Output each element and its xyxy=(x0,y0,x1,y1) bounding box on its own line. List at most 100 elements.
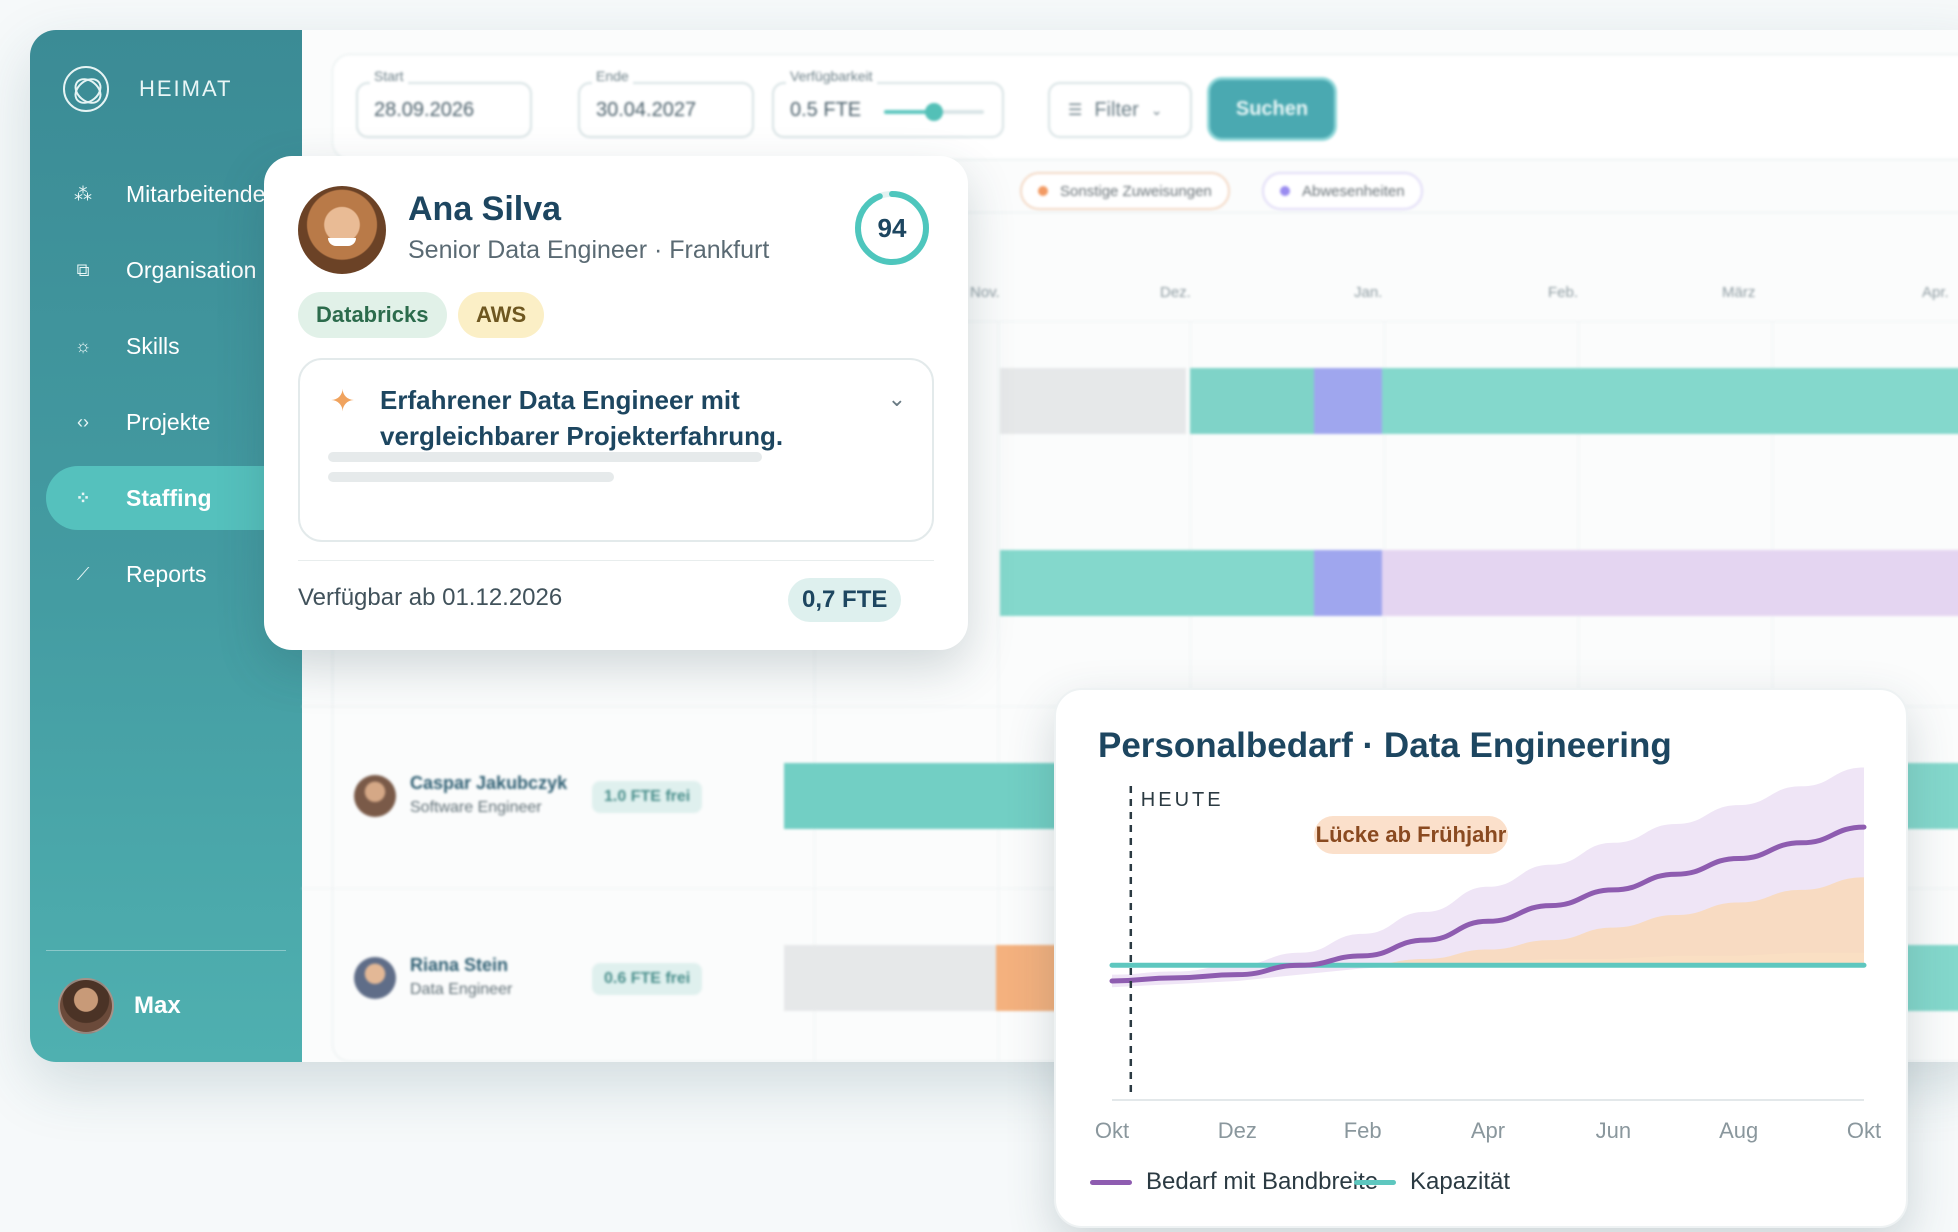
chevron-down-icon: ⌄ xyxy=(1150,101,1163,118)
sidebar-item-projekte[interactable]: ‹› Projekte xyxy=(46,390,346,454)
sparkle-icon: ✦ xyxy=(330,385,356,418)
staffing-icon: ⁘ xyxy=(75,487,91,508)
chip-label: Sonstige Zuweisungen xyxy=(1060,182,1212,200)
demand-line xyxy=(1109,824,1867,984)
sidebar-item-mitarbeitende[interactable]: ⁂ Mitarbeitende xyxy=(46,162,346,226)
avatar xyxy=(354,957,396,999)
today-marker-label: HEUTE xyxy=(1141,789,1224,811)
user-profile[interactable]: Max xyxy=(58,978,181,1034)
user-name: Max xyxy=(134,992,181,1019)
slider-fill xyxy=(884,110,934,114)
candidate-card[interactable]: Ana Silva Senior Data Engineer · Frankfu… xyxy=(264,156,968,650)
timeline-bar-unassigned[interactable] xyxy=(1000,368,1186,434)
filter-icon: ☰ xyxy=(1068,102,1083,119)
timeline-bar-absence[interactable] xyxy=(1314,368,1382,434)
sidebar-item-reports[interactable]: ⟋ Reports xyxy=(46,542,346,606)
person-name[interactable]: Riana Stein xyxy=(410,955,509,975)
start-date-label: Start xyxy=(370,68,408,84)
timeline-bar-project[interactable] xyxy=(1190,368,1314,434)
fte-badge: 0,7 FTE xyxy=(788,578,902,622)
sidebar-item-label: Reports xyxy=(126,560,207,587)
month-label: Jan. xyxy=(1354,284,1383,301)
month-label: März xyxy=(1722,284,1756,301)
person-name[interactable]: Caspar Jakubczyk xyxy=(410,773,568,793)
month-label: Nov. xyxy=(970,284,1000,301)
chart-title: Personalbedarf · Data Engineering xyxy=(1098,726,1672,765)
match-score: 94 xyxy=(877,212,907,243)
people-icon: ⁂ xyxy=(74,183,92,204)
logo[interactable]: HEIMAT xyxy=(63,66,232,112)
sun-icon: ☼ xyxy=(74,335,92,356)
legend-chip-assignments[interactable]: Sonstige Zuweisungen xyxy=(1020,172,1230,210)
end-date-label: Ende xyxy=(592,68,633,84)
sidebar-nav: ⁂ Mitarbeitende ⧉ Organisation ☼ Skills … xyxy=(46,162,346,618)
status-badge: 1.0 FTE frei xyxy=(592,781,703,813)
status-badge: 0.6 FTE frei xyxy=(592,963,703,995)
timeline-bar-absence[interactable] xyxy=(1314,550,1382,616)
availability-field[interactable]: Verfügbarkeit 0.5 FTE xyxy=(772,68,1004,138)
x-tick-label: Okt xyxy=(1847,1118,1881,1143)
availability-text: Verfügbar ab 01.12.2026 xyxy=(298,584,563,611)
timeline-bar-other[interactable] xyxy=(1382,550,1958,616)
filter-button[interactable]: ☰ Filter ⌄ xyxy=(1048,82,1192,138)
end-date-value: 30.04.2027 xyxy=(596,98,697,121)
grid-line xyxy=(998,322,999,1062)
sidebar: HEIMAT ⁂ Mitarbeitende ⧉ Organisation ☼ … xyxy=(30,30,346,1062)
x-tick-label: Jun xyxy=(1596,1118,1631,1143)
annotation-pill xyxy=(1314,816,1508,854)
timeline-months: Nov. Dez. Jan. Feb. März Apr. xyxy=(742,270,1958,322)
search-button[interactable]: Suchen xyxy=(1210,80,1334,138)
legend-chip-absences[interactable]: Abwesenheiten xyxy=(1262,172,1423,210)
org-chart-icon: ⧉ xyxy=(76,259,90,280)
x-tick-label: Apr xyxy=(1471,1118,1505,1143)
person-role: Data Engineer xyxy=(410,981,513,998)
dot-icon xyxy=(1280,186,1290,196)
availability-label: Verfügbarkeit xyxy=(786,68,877,84)
sidebar-item-label: Staffing xyxy=(126,484,212,511)
skill-tag[interactable]: Databricks xyxy=(298,292,447,338)
candidate-subtitle: Senior Data Engineer · Frankfurt xyxy=(408,236,770,264)
sidebar-item-organisation[interactable]: ⧉ Organisation xyxy=(46,238,346,302)
avatar xyxy=(298,186,386,274)
ai-summary-text: Erfahrener Data Engineer mit vergleichba… xyxy=(380,385,784,451)
dot-icon xyxy=(1038,186,1048,196)
x-tick-label: Okt xyxy=(1095,1118,1129,1143)
slider-knob[interactable] xyxy=(925,103,943,121)
month-label: Apr. xyxy=(1922,284,1949,301)
logo-icon xyxy=(63,66,109,112)
chip-label: Abwesenheiten xyxy=(1302,182,1405,200)
filter-label: Filter xyxy=(1094,98,1139,121)
end-date-field[interactable]: Ende 30.04.2027 xyxy=(578,68,754,138)
timeline-bar-unassigned[interactable] xyxy=(784,945,996,1011)
timeline-bar-project[interactable] xyxy=(1382,368,1958,434)
divider xyxy=(298,560,934,561)
availability-slider[interactable] xyxy=(884,103,984,121)
timeline-bar-project[interactable] xyxy=(1000,550,1314,616)
demand-chart-card: Personalbedarf · Data Engineering HEUTE L… xyxy=(1054,688,1908,1228)
ai-summary-panel[interactable]: ✦ Erfahrener Data Engineer mit vergleich… xyxy=(298,358,934,542)
brand-name: HEIMAT xyxy=(139,76,233,101)
annotation-label: Lücke ab Frühjahr xyxy=(1316,822,1507,847)
loading-skeleton xyxy=(328,452,762,462)
start-date-value: 28.09.2026 xyxy=(374,98,475,121)
legend-item-capacity: Kapazität xyxy=(1354,1168,1510,1196)
x-tick-label: Dez xyxy=(1218,1118,1257,1143)
loading-skeleton xyxy=(328,472,614,482)
chevron-down-icon[interactable]: ⌄ xyxy=(887,386,906,411)
person-role: Software Engineer xyxy=(410,799,542,816)
grid-line xyxy=(814,322,815,1062)
sidebar-divider xyxy=(46,950,286,951)
availability-value: 0.5 FTE xyxy=(790,98,862,121)
sidebar-item-label: Skills xyxy=(126,332,180,359)
legend-swatch xyxy=(1354,1179,1396,1185)
sidebar-item-skills[interactable]: ☼ Skills xyxy=(46,314,346,378)
month-label: Feb. xyxy=(1548,284,1579,301)
candidate-name: Ana Silva xyxy=(408,190,562,228)
x-tick-label: Aug xyxy=(1719,1118,1758,1143)
demand-chart: HEUTE Lücke ab Frühjahr Okt Dez Feb Apr Jun Aug… xyxy=(1095,767,1881,1143)
skill-tag[interactable]: AWS xyxy=(458,292,545,338)
start-date-field[interactable]: Start 28.09.2026 xyxy=(356,68,532,138)
avatar xyxy=(58,978,114,1034)
match-score-ring xyxy=(855,191,929,265)
legend-swatch xyxy=(1090,1179,1132,1185)
